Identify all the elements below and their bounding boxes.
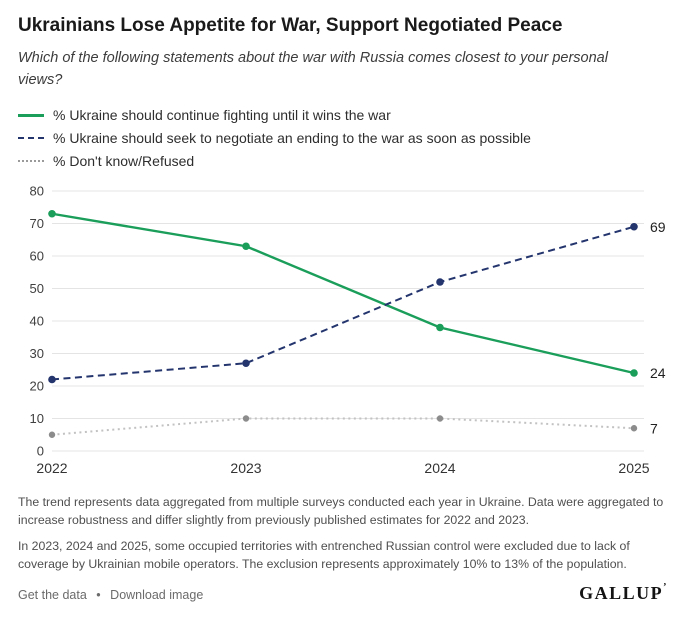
svg-text:10: 10	[30, 411, 44, 426]
green-solid-line-icon	[18, 113, 44, 117]
survey-question: Which of the following statements about …	[18, 49, 608, 88]
page-title: Ukrainians Lose Appetite for War, Suppor…	[18, 15, 563, 36]
legend-item-dont-know: % Don't know/Refused	[18, 153, 668, 169]
svg-text:2022: 2022	[36, 460, 67, 476]
trend-line-chart: 0 10 20 30 40 50 60 70 80 2022 2023 2024 2025 24 69 7	[30, 184, 666, 477]
svg-text:7: 7	[650, 421, 658, 437]
legend-item-negotiate: % Ukraine should seek to negotiate an en…	[18, 130, 668, 146]
svg-text:2024: 2024	[424, 460, 455, 476]
svg-text:70: 70	[30, 216, 44, 231]
svg-text:40: 40	[30, 314, 44, 329]
legend-label: % Ukraine should continue fighting until…	[53, 107, 391, 124]
legend-item-continue-fighting: % Ukraine should continue fighting until…	[18, 107, 668, 123]
chart-area: 0 10 20 30 40 50 60 70 80 2022 2023 2024 2025 24 69 7	[18, 181, 668, 486]
svg-text:50: 50	[30, 281, 44, 296]
footnote-aggregation: The trend represents data aggregated fro…	[18, 495, 664, 527]
footnotes: The trend represents data aggregated fro…	[18, 494, 668, 573]
svg-text:20: 20	[30, 379, 44, 394]
svg-text:0: 0	[37, 444, 44, 459]
footer: Get the data • Download image GALLUP’	[18, 583, 668, 604]
svg-text:80: 80	[30, 184, 44, 199]
bullet-separator: •	[96, 588, 101, 603]
svg-text:2025: 2025	[618, 460, 649, 476]
legend: % Ukraine should continue fighting until…	[18, 107, 668, 169]
footer-links: Get the data • Download image	[18, 588, 203, 602]
download-image-link[interactable]: Download image	[110, 588, 204, 603]
legend-label: % Don't know/Refused	[53, 153, 195, 170]
svg-text:24: 24	[650, 365, 666, 381]
logo-trademark-mark: ’	[663, 582, 668, 594]
svg-text:60: 60	[30, 249, 44, 264]
navy-dashed-line-icon	[18, 137, 44, 140]
gallup-logo: GALLUP’	[579, 582, 668, 604]
svg-text:30: 30	[30, 346, 44, 361]
legend-label: % Ukraine should seek to negotiate an en…	[53, 130, 531, 147]
svg-text:2023: 2023	[230, 460, 261, 476]
svg-text:69: 69	[650, 219, 666, 235]
gray-dotted-line-icon	[18, 160, 44, 163]
get-the-data-link[interactable]: Get the data	[18, 588, 87, 603]
footnote-exclusion: In 2023, 2024 and 2025, some occupied te…	[18, 539, 630, 571]
